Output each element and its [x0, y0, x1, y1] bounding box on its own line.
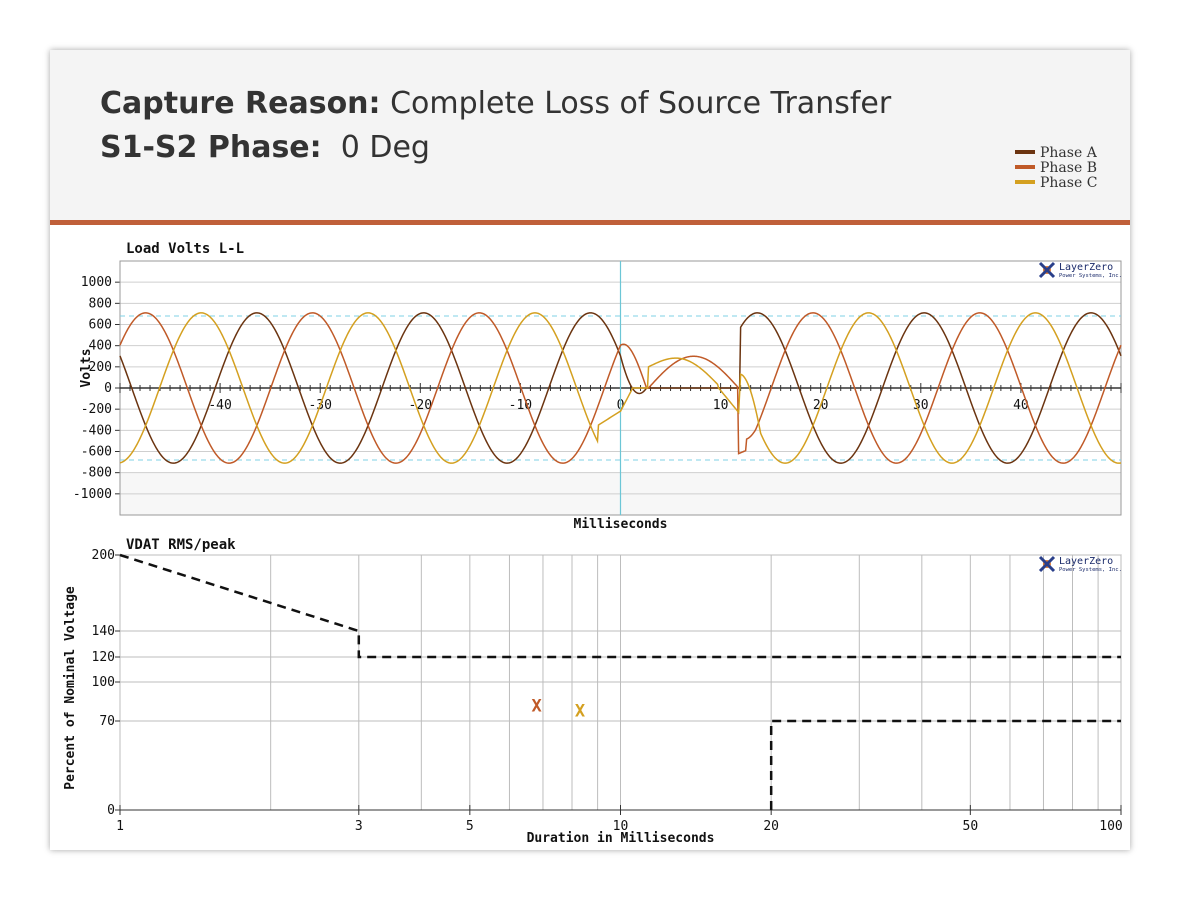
- legend: Phase A Phase B Phase C: [1015, 146, 1097, 191]
- logo-cross: [1038, 261, 1056, 279]
- chart-title-vdat: VDAT RMS/peak: [126, 537, 236, 553]
- x-tick-label-vdat: 10: [613, 819, 629, 834]
- capture-reason: Capture Reason: Complete Loss of Source …: [100, 86, 891, 121]
- phase-value: 0 Deg: [321, 130, 430, 165]
- chart-title-volts: Load Volts L-L: [126, 241, 244, 257]
- x-tick-label-vdat: 3: [355, 819, 363, 834]
- legend-swatch: [1015, 165, 1035, 169]
- y-tick-label-vdat: 120: [92, 650, 115, 665]
- y-tick-label-vdat: 140: [92, 624, 115, 639]
- phase-line: S1-S2 Phase: 0 Deg: [100, 130, 430, 165]
- series-line-phase-c: [119, 312, 1122, 464]
- series-line-phase-a: [119, 312, 1122, 464]
- y-tick-label-vdat: 200: [92, 548, 115, 563]
- legend-item-phase-a: Phase A: [1015, 146, 1097, 161]
- logo-name: LayerZero: [1059, 556, 1113, 567]
- upper-limit-line: [119, 553, 1121, 659]
- y-tick-label-volts: 400: [89, 339, 112, 354]
- y-tick-label-vdat: 70: [99, 714, 115, 729]
- capture-reason-label: Capture Reason:: [100, 86, 381, 121]
- y-tick-label-volts: 200: [89, 360, 112, 375]
- x-tick-label-volts: 40: [1013, 398, 1029, 413]
- y-tick-label-volts: 800: [89, 296, 112, 311]
- lower-limit-line: [769, 719, 1121, 810]
- y-tick-label-volts: -800: [81, 466, 112, 481]
- y-axis-label-volts: Volts: [79, 348, 94, 387]
- x-tick-label-vdat: 5: [466, 819, 474, 834]
- y-tick-label-vdat: 0: [107, 803, 115, 818]
- x-tick-label-volts: -20: [409, 398, 432, 413]
- x-axis-label-vdat: Duration in Milliseconds: [527, 831, 715, 846]
- y-tick-label-volts: -400: [81, 423, 112, 438]
- x-tick-label-vdat: 1: [116, 819, 124, 834]
- legend-label: Phase B: [1040, 160, 1097, 176]
- report-header: Capture Reason: Complete Loss of Source …: [50, 50, 1130, 220]
- logo-name: LayerZero: [1059, 262, 1113, 273]
- y-tick-label-volts: -600: [81, 445, 112, 460]
- y-tick-label-volts: 1000: [81, 275, 112, 290]
- x-tick-label-vdat: 50: [963, 819, 979, 834]
- series-line-phase-b: [119, 312, 1122, 464]
- x-tick-label-vdat: 100: [1099, 819, 1122, 834]
- logo-subtitle: Power Systems, Inc.: [1059, 567, 1122, 573]
- y-tick-label-volts: -200: [81, 402, 112, 417]
- legend-label: Phase C: [1040, 175, 1098, 191]
- y-tick-label-vdat: 100: [92, 675, 115, 690]
- x-axis-label-volts: Milliseconds: [574, 517, 668, 532]
- logo-subtitle: Power Systems, Inc.: [1059, 273, 1122, 279]
- x-tick-label-volts: 10: [713, 398, 729, 413]
- y-tick-label-volts: 600: [89, 318, 112, 333]
- legend-item-phase-b: Phase B: [1015, 161, 1097, 176]
- y-tick-label-volts: -1000: [73, 487, 112, 502]
- event-point-1: X: [532, 696, 543, 716]
- capture-reason-value: Complete Loss of Source Transfer: [380, 86, 892, 121]
- logo-cross: [1038, 555, 1056, 573]
- phase-label: S1-S2 Phase:: [100, 130, 322, 165]
- event-point-2: X: [575, 702, 586, 722]
- y-tick-label-volts: 0: [104, 381, 112, 396]
- x-tick-label-volts: 30: [913, 398, 929, 413]
- legend-label: Phase A: [1040, 145, 1097, 161]
- legend-item-phase-c: Phase C: [1015, 176, 1097, 191]
- x-tick-label-vdat: 20: [763, 819, 779, 834]
- header-divider: [50, 220, 1130, 225]
- x-tick-label-volts: -40: [208, 398, 231, 413]
- legend-swatch: [1015, 150, 1035, 154]
- y-axis-label-vdat: Percent of Nominal Voltage: [63, 586, 78, 790]
- legend-swatch: [1015, 180, 1035, 184]
